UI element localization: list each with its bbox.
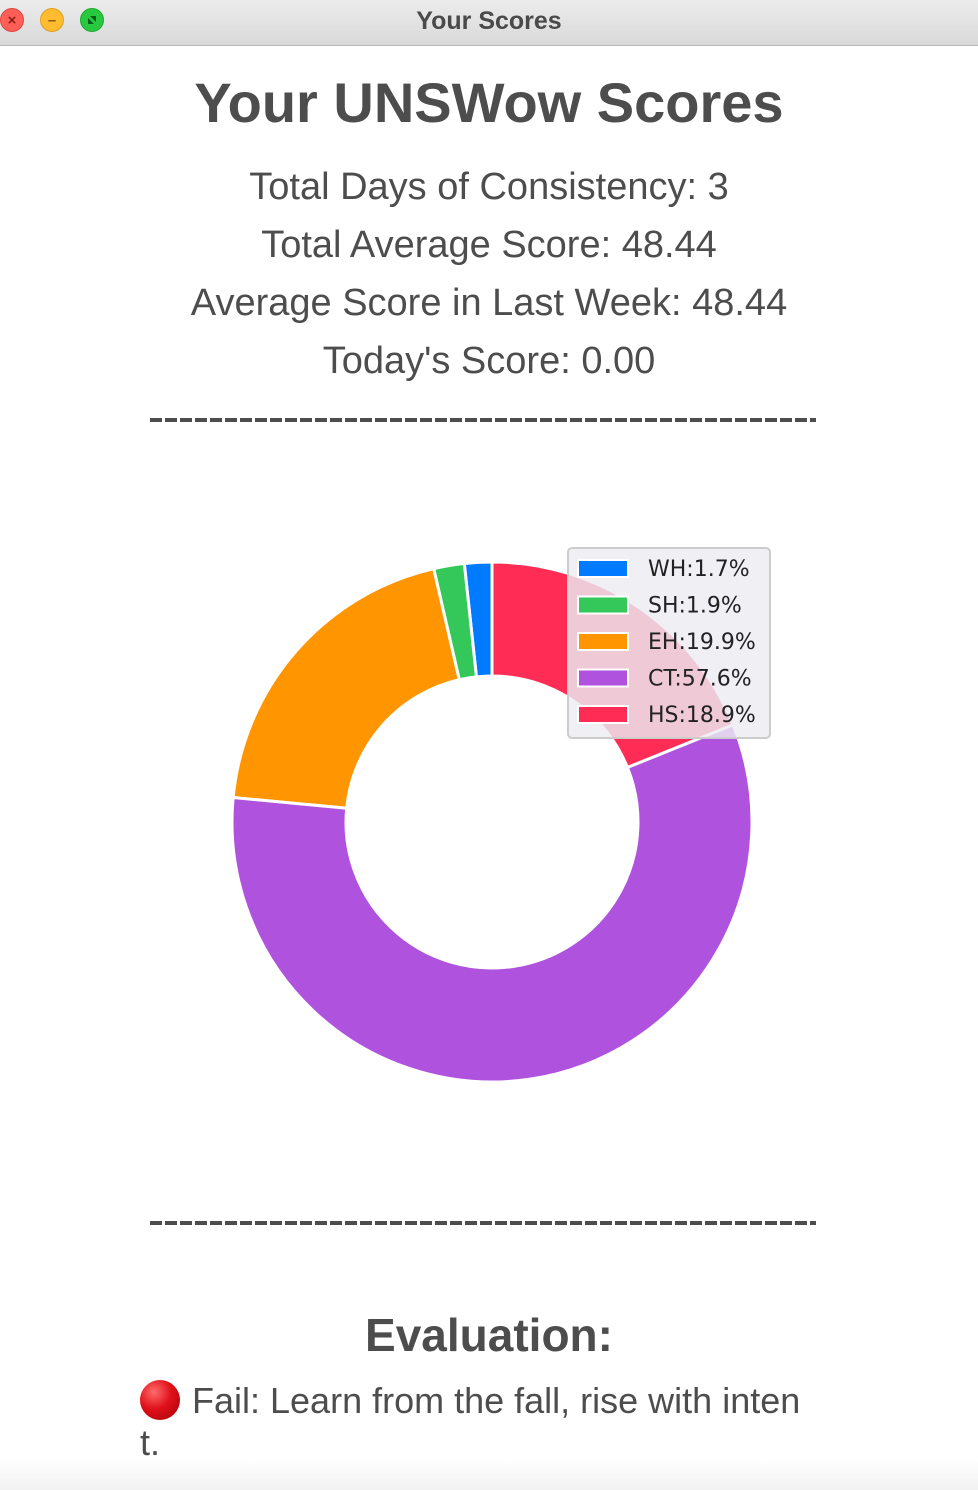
legend-swatch-ct (577, 668, 629, 688)
stat-consistency: Total Days of Consistency: 3 (249, 166, 729, 208)
divider-top (150, 418, 816, 422)
slice-ct (230, 722, 754, 1084)
legend-swatch-wh (577, 559, 629, 578)
window-title: Your Scores (416, 7, 562, 35)
chart-legend: WH:1.7% SH:1.9% EH:19.9% CT:57.6% HS:18.9% (567, 547, 771, 739)
legend-swatch-eh (577, 632, 629, 651)
legend-label-sh: SH:1.9% (648, 594, 742, 619)
page-title: Your UNSWow Scores (194, 71, 784, 134)
evaluation-text: Fail: Learn from the fall, rise with int… (140, 1380, 801, 1463)
divider-bottom (150, 1221, 816, 1225)
legend-label-ct: CT:57.6% (648, 667, 752, 692)
minimize-icon[interactable]: – (40, 8, 64, 32)
title-bar[interactable]: × – Your Scores (0, 0, 978, 46)
legend-swatch-sh (577, 595, 629, 615)
close-icon[interactable]: × (0, 8, 24, 32)
stat-today: Today's Score: 0.00 (322, 340, 656, 382)
red-circle-icon (140, 1380, 180, 1420)
stat-week-average: Average Score in Last Week: 48.44 (190, 282, 788, 324)
donut-chart: WH:1.7% SH:1.9% EH:19.9% CT:57.6% HS:18.9% (230, 547, 771, 1084)
bottom-fade (0, 1460, 978, 1490)
evaluation-message: Fail: Learn from the fall, rise with int… (140, 1380, 812, 1464)
legend-label-eh: EH:19.9% (648, 630, 756, 655)
legend-swatch-hs (577, 705, 629, 724)
stat-total-average: Total Average Score: 48.44 (261, 224, 717, 266)
legend-label-wh: WH:1.7% (648, 557, 750, 582)
scores-chart: WH:1.7% SH:1.9% EH:19.9% CT:57.6% HS:18.9% (200, 520, 800, 1120)
legend-label-hs: HS:18.9% (648, 703, 756, 728)
zoom-icon[interactable] (80, 8, 104, 32)
slice-eh (231, 566, 462, 810)
evaluation-title: Evaluation: (365, 1309, 613, 1361)
